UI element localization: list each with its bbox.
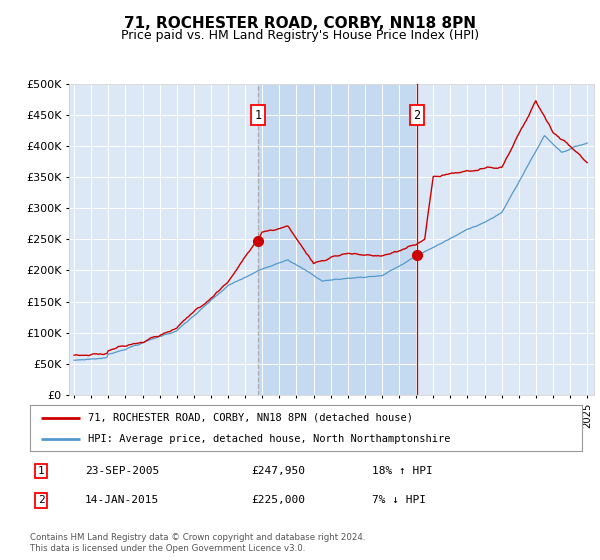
Text: 1: 1 bbox=[38, 466, 44, 476]
Text: Price paid vs. HM Land Registry's House Price Index (HPI): Price paid vs. HM Land Registry's House … bbox=[121, 29, 479, 42]
Text: £247,950: £247,950 bbox=[251, 466, 305, 476]
Text: 1: 1 bbox=[254, 109, 262, 122]
Text: 18% ↑ HPI: 18% ↑ HPI bbox=[372, 466, 433, 476]
Text: 14-JAN-2015: 14-JAN-2015 bbox=[85, 495, 160, 505]
Text: £225,000: £225,000 bbox=[251, 495, 305, 505]
Text: Contains HM Land Registry data © Crown copyright and database right 2024.
This d: Contains HM Land Registry data © Crown c… bbox=[30, 533, 365, 553]
Text: HPI: Average price, detached house, North Northamptonshire: HPI: Average price, detached house, Nort… bbox=[88, 435, 451, 444]
Text: 2: 2 bbox=[413, 109, 421, 122]
Text: 2: 2 bbox=[38, 495, 44, 505]
Text: 71, ROCHESTER ROAD, CORBY, NN18 8PN (detached house): 71, ROCHESTER ROAD, CORBY, NN18 8PN (det… bbox=[88, 413, 413, 423]
Text: 23-SEP-2005: 23-SEP-2005 bbox=[85, 466, 160, 476]
Bar bbox=[258, 84, 417, 395]
Text: 71, ROCHESTER ROAD, CORBY, NN18 8PN: 71, ROCHESTER ROAD, CORBY, NN18 8PN bbox=[124, 16, 476, 31]
Text: 7% ↓ HPI: 7% ↓ HPI bbox=[372, 495, 426, 505]
